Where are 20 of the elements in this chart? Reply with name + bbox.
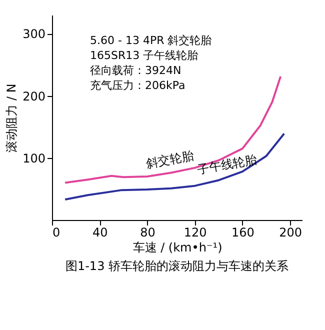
annotation: 斜交轮胎 xyxy=(144,148,195,171)
annotation: 5.60 - 13 4PR 斜交轮胎 xyxy=(90,34,212,47)
annotation: 子午线轮胎 xyxy=(196,152,258,177)
line-series xyxy=(64,76,282,184)
x-tick-label: 0 xyxy=(52,226,60,240)
y-tick-label: 200 xyxy=(22,89,46,104)
text: 图1-13 轿车轮胎的滚动阻力与车速的关系 xyxy=(65,259,289,273)
annotation: 165SR13 子午线轮胎 xyxy=(90,49,198,62)
x-tick-label: 40 xyxy=(92,226,108,240)
x-tick-label: 120 xyxy=(184,226,207,240)
annotation: 充气压力：206kPa xyxy=(90,79,186,92)
y-tick-label: 100 xyxy=(22,151,46,166)
x-tick-label: 80 xyxy=(140,226,156,240)
line-series xyxy=(64,132,286,200)
y-axis-title: 滚动阻力 / N xyxy=(4,84,19,152)
y-tick-label: 300 xyxy=(22,27,46,42)
annotation: 径向载荷：3924N xyxy=(90,64,182,77)
x-tick-label: 160 xyxy=(232,226,254,240)
x-axis-title: 车速 / (km•h⁻¹) xyxy=(132,240,222,254)
x-tick-label: 200 xyxy=(279,226,302,240)
